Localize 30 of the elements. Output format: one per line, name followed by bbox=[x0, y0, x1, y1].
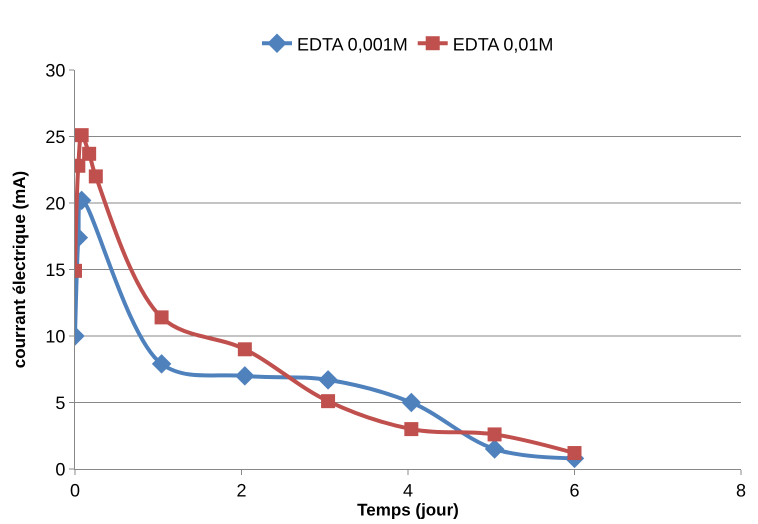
x-tick-label: 2 bbox=[236, 480, 247, 501]
x-tick-label: 4 bbox=[402, 480, 414, 501]
point bbox=[321, 394, 336, 408]
point bbox=[568, 446, 582, 460]
y-tick-label: 20 bbox=[45, 193, 66, 214]
y-tick-label: 10 bbox=[45, 326, 66, 346]
point bbox=[318, 370, 338, 390]
point bbox=[75, 128, 89, 142]
point bbox=[238, 342, 252, 356]
legend-label: EDTA 0,001M bbox=[297, 34, 408, 54]
y-tick-label: 0 bbox=[55, 459, 66, 480]
y-tick-label: 5 bbox=[55, 392, 66, 413]
point bbox=[235, 366, 255, 386]
x-tick-label: 6 bbox=[569, 480, 580, 501]
point bbox=[88, 169, 103, 184]
x-tick-label: 8 bbox=[736, 480, 746, 501]
point bbox=[154, 310, 169, 324]
point bbox=[484, 439, 504, 459]
y-tick-label: 30 bbox=[45, 60, 66, 80]
point bbox=[402, 392, 422, 412]
y-tick-label: 25 bbox=[45, 126, 66, 147]
x-axis-title: Temps (jour) bbox=[357, 500, 459, 520]
y-axis-title: courrant électrique (mA) bbox=[10, 170, 29, 368]
point bbox=[152, 354, 172, 374]
y-tick-label: 15 bbox=[45, 260, 66, 280]
point bbox=[488, 427, 502, 442]
point bbox=[404, 422, 418, 436]
point bbox=[82, 146, 96, 161]
x-tick-label: 0 bbox=[70, 480, 80, 501]
legend-label: EDTA 0,01M bbox=[452, 34, 554, 54]
